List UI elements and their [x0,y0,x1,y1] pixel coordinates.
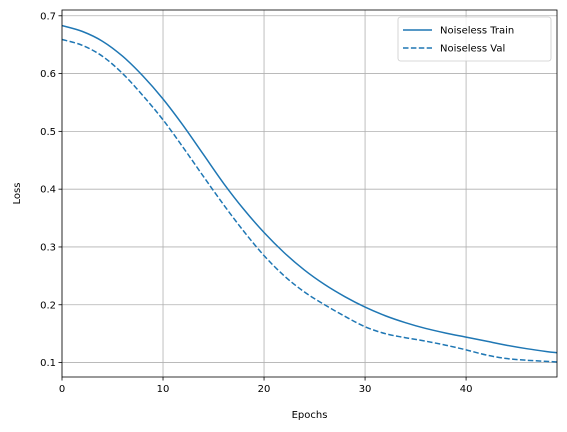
legend-label: Noiseless Val [440,44,505,55]
y-tick-label: 0.2 [40,300,56,311]
legend-box [397,16,552,62]
y-tick-label: 0.6 [40,69,56,80]
y-tick-label: 0.3 [40,242,56,253]
x-tick-label: 0 [59,384,65,395]
x-tick-label: 40 [460,384,473,395]
x-tick-label: 30 [359,384,372,395]
x-axis-label: Epochs [292,410,328,421]
grid-lines [61,10,557,377]
y-axis: 0.1 0.2 0.3 0.4 0.5 0.6 0.7 [40,11,62,369]
x-axis: 0 10 20 30 40 [59,377,473,395]
series-line-val [62,38,557,363]
y-tick-label: 0.7 [40,11,56,22]
plot-frame [61,9,558,378]
y-axis-label: Loss [12,183,23,205]
y-tick-label: 0.4 [40,185,56,196]
x-tick-label: 10 [157,384,170,395]
series-layer [62,24,557,363]
y-tick-label: 0.1 [40,358,56,369]
series-line-train [62,24,557,354]
legend: Noiseless Train Noiseless Val [397,16,552,62]
x-tick-label: 20 [258,384,271,395]
y-tick-label: 0.5 [40,127,56,138]
legend-label: Noiseless Train [440,26,514,37]
